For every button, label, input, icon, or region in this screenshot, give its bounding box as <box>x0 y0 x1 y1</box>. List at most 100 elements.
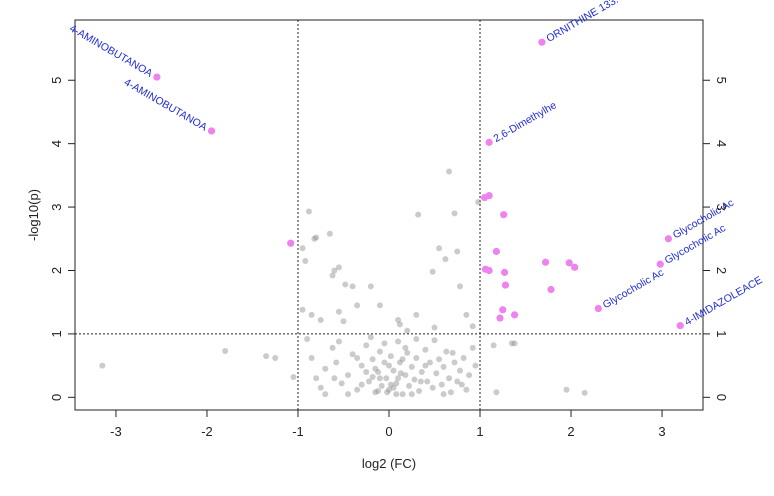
y-tick-label: 5 <box>49 77 64 84</box>
data-point-nonsignificant <box>447 389 454 396</box>
data-point-nonsignificant <box>475 199 482 205</box>
data-point-nonsignificant <box>422 346 429 353</box>
data-point-nonsignificant <box>395 375 402 382</box>
data-point-nonsignificant <box>438 381 445 388</box>
data-point-nonsignificant <box>458 381 465 388</box>
data-point-nonsignificant <box>340 318 347 325</box>
data-point-nonsignificant <box>322 391 329 398</box>
data-point-nonsignificant <box>326 230 333 237</box>
data-point-significant <box>510 311 519 319</box>
data-point-nonsignificant <box>222 348 229 355</box>
data-point-nonsignificant <box>358 362 365 369</box>
data-point-nonsignificant <box>443 348 450 355</box>
data-point-nonsignificant <box>413 355 420 361</box>
data-point-labeled <box>153 73 161 81</box>
data-point-nonsignificant <box>416 387 423 394</box>
data-point-nonsignificant <box>431 324 438 331</box>
data-point-nonsignificant <box>454 248 461 255</box>
data-point-nonsignificant <box>396 359 403 366</box>
y-axis-title: -log10(p) <box>26 189 41 241</box>
data-point-nonsignificant <box>408 391 415 398</box>
data-point-nonsignificant <box>329 344 336 351</box>
right-tick-label: 5 <box>714 77 729 84</box>
data-point-nonsignificant <box>333 359 340 366</box>
data-point-nonsignificant <box>429 268 436 275</box>
data-point-nonsignificant <box>372 365 379 372</box>
data-point-nonsignificant <box>365 378 372 385</box>
data-point-nonsignificant <box>381 359 388 366</box>
data-point-nonsignificant <box>469 323 476 330</box>
data-point-significant <box>499 306 507 314</box>
point-label: Glycocholic Ac <box>601 267 666 312</box>
x-tick-label: -1 <box>292 424 304 439</box>
data-point-nonsignificant <box>99 362 106 369</box>
data-point-labeled <box>676 322 684 330</box>
data-point-nonsignificant <box>367 283 374 290</box>
data-point-nonsignificant <box>426 359 433 366</box>
data-point-significant <box>501 281 510 289</box>
right-tick-label: 4 <box>714 140 729 147</box>
data-point-nonsignificant <box>563 386 570 393</box>
data-point-labeled <box>207 127 216 135</box>
data-point-nonsignificant <box>331 267 338 274</box>
data-point-nonsignificant <box>490 342 497 349</box>
data-point-nonsignificant <box>311 235 318 242</box>
data-point-nonsignificant <box>354 355 361 361</box>
data-point-nonsignificant <box>463 386 470 393</box>
point-label: 4-AMINOBUTANOA <box>122 76 209 133</box>
x-tick-label: -3 <box>110 424 122 439</box>
data-point-nonsignificant <box>404 327 411 334</box>
data-point-nonsignificant <box>299 245 306 252</box>
data-point-nonsignificant <box>349 351 356 358</box>
data-point-nonsignificant <box>402 344 409 351</box>
data-point-nonsignificant <box>451 210 458 217</box>
data-point-nonsignificant <box>466 372 473 379</box>
data-point-labeled <box>594 304 602 313</box>
point-label: 4-IMIDAZOLEACE <box>683 274 765 328</box>
data-point-nonsignificant <box>456 367 463 374</box>
data-point-nonsignificant <box>376 348 383 355</box>
data-point-nonsignificant <box>399 391 406 398</box>
data-point-nonsignificant <box>469 344 476 351</box>
data-point-nonsignificant <box>383 375 390 382</box>
data-point-nonsignificant <box>272 355 279 361</box>
data-point-nonsignificant <box>395 338 402 345</box>
data-point-nonsignificant <box>429 384 436 391</box>
y-tick-label: 1 <box>49 330 64 337</box>
x-tick-label: 1 <box>476 424 483 439</box>
data-point-nonsignificant <box>345 391 352 398</box>
data-point-nonsignificant <box>411 376 418 383</box>
data-point-significant <box>500 211 508 219</box>
data-point-nonsignificant <box>393 380 400 387</box>
data-point-nonsignificant <box>390 367 397 374</box>
data-point-nonsignificant <box>375 368 382 375</box>
data-point-nonsignificant <box>367 334 374 341</box>
data-point-nonsignificant <box>415 211 422 218</box>
plot-frame <box>74 19 704 411</box>
data-point-nonsignificant <box>335 338 342 345</box>
x-tick-label: 2 <box>567 424 574 439</box>
data-point-nonsignificant <box>460 355 467 361</box>
data-point-nonsignificant <box>386 362 392 369</box>
data-point-nonsignificant <box>456 283 463 290</box>
data-point-nonsignificant <box>436 356 443 363</box>
data-point-nonsignificant <box>263 353 270 360</box>
data-point-nonsignificant <box>354 386 361 393</box>
point-label: 2,6-Dimethylhe <box>492 99 559 145</box>
data-point-nonsignificant <box>397 370 404 377</box>
data-point-nonsignificant <box>375 387 382 394</box>
data-point-nonsignificant <box>424 378 431 385</box>
y-tick-label: 0 <box>49 394 64 401</box>
data-point-nonsignificant <box>313 375 320 382</box>
data-point-nonsignificant <box>369 374 376 381</box>
data-point-nonsignificant <box>331 375 338 382</box>
right-tick-label: 3 <box>714 203 729 210</box>
data-point-significant <box>287 239 295 247</box>
data-point-nonsignificant <box>454 378 461 385</box>
data-point-labeled <box>664 235 673 243</box>
data-point-significant <box>500 268 509 276</box>
data-point-nonsignificant <box>436 245 443 252</box>
data-point-nonsignificant <box>413 311 420 318</box>
data-point-nonsignificant <box>472 362 479 369</box>
data-point-nonsignificant <box>433 370 440 377</box>
